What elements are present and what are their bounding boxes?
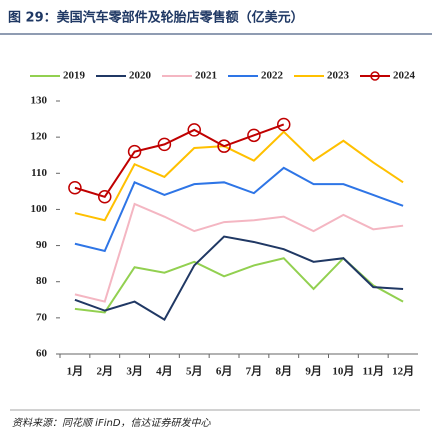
- point-marker: [68, 180, 82, 195]
- point-marker: [127, 144, 142, 159]
- series-line: [74, 235, 404, 322]
- series-line: [74, 166, 404, 253]
- legend-label: 2020: [129, 70, 152, 82]
- legend-label: 2024: [393, 70, 416, 82]
- x-tick-label: 1月: [67, 365, 84, 378]
- point-marker: [277, 117, 291, 132]
- point-marker: [157, 137, 172, 152]
- x-tick-label: 2月: [97, 365, 114, 378]
- y-tick-label: 130: [31, 95, 48, 107]
- point-marker: [247, 128, 261, 143]
- point-marker: [187, 123, 201, 137]
- x-tick-label: 3月: [126, 365, 143, 378]
- y-tick-label: 100: [31, 203, 48, 215]
- chart-title: 图 29：美国汽车零部件及轮胎店零售额（亿美元）: [8, 10, 304, 26]
- x-tick-label: 7月: [246, 365, 263, 378]
- x-tick-label: 8月: [276, 365, 293, 378]
- x-tick-label: 4月: [156, 365, 173, 378]
- series-line: [74, 202, 404, 303]
- legend-label: 2021: [195, 70, 217, 82]
- x-tick-label: 9月: [305, 365, 322, 378]
- x-tick-label: 12月: [392, 365, 414, 378]
- x-tick-label: 11月: [363, 365, 384, 378]
- legend-label: 2023: [327, 70, 350, 82]
- legend-label: 2019: [63, 70, 86, 82]
- x-tick-label: 6月: [216, 365, 233, 378]
- series-line: [74, 130, 404, 222]
- y-tick-label: 60: [36, 348, 48, 360]
- y-tick-label: 70: [36, 311, 48, 323]
- x-tick-label: 5月: [186, 365, 203, 378]
- legend-marker: [370, 71, 380, 81]
- legend-label: 2022: [261, 70, 284, 82]
- source: 资料来源：同花顺 iFinD，信达证券研发中心: [12, 417, 212, 429]
- x-tick-label: 10月: [332, 365, 354, 378]
- point-marker: [98, 190, 112, 204]
- y-tick-label: 120: [31, 131, 48, 143]
- y-tick-label: 110: [31, 167, 47, 179]
- y-tick-label: 80: [36, 275, 48, 287]
- y-tick-label: 90: [36, 239, 48, 251]
- point-marker: [217, 139, 231, 153]
